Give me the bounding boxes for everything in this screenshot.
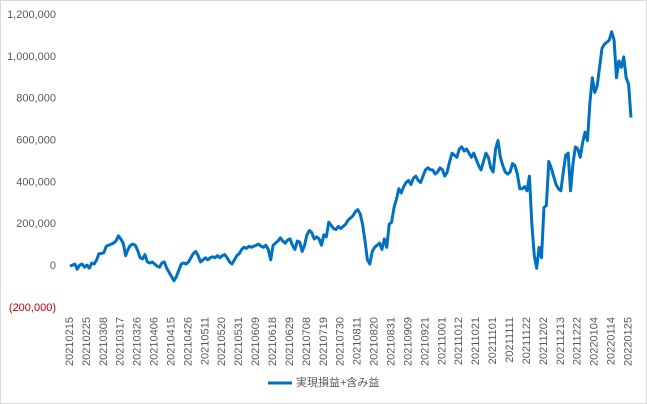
x-tick-label: 20220114 (606, 317, 618, 365)
x-tick-label: 20210225 (81, 317, 93, 366)
x-tick-label: 20211001 (436, 317, 448, 365)
x-tick-label: 20210426 (182, 317, 194, 366)
x-tick-label: 20210308 (98, 317, 110, 366)
x-tick-label: 20210415 (165, 317, 177, 366)
y-tick-label: 600,000 (16, 134, 56, 146)
x-tick-label: 20211122 (521, 317, 533, 364)
x-tick-label: 20210531 (233, 317, 245, 366)
y-tick-label: 200,000 (16, 218, 56, 230)
x-tick-label: 20210730 (335, 317, 347, 366)
x-tick-label: 20220125 (622, 317, 634, 366)
line-series (69, 30, 633, 283)
x-tick-label: 20211213 (555, 317, 567, 365)
x-tick-label: 20211222 (572, 317, 584, 365)
legend-label: 実現損益+含み益 (296, 375, 379, 389)
x-tick-label: 20210719 (318, 317, 330, 366)
x-tick-label: 20210820 (369, 317, 381, 366)
x-tick-label: 20220104 (589, 317, 601, 366)
x-tick-label: 20211101 (487, 317, 499, 364)
y-tick-label: 1,000,000 (7, 51, 56, 63)
x-tick-label: 20210317 (115, 317, 127, 366)
x-tick-label: 20210811 (352, 317, 364, 365)
x-tick-label: 20210831 (386, 317, 398, 366)
y-tick-label: 0 (50, 260, 56, 272)
x-tick-label: 20211012 (453, 317, 465, 365)
x-tick-label: 20210406 (149, 317, 161, 366)
x-tick-label: 20210609 (250, 317, 262, 366)
x-tick-label: 20210708 (301, 317, 313, 366)
x-tick-label: 20211021 (470, 317, 482, 365)
y-tick-label: 1,200,000 (7, 9, 56, 21)
y-tick-label: 800,000 (16, 93, 56, 105)
x-tick-label: 20210511 (199, 317, 211, 365)
x-tick-label: 20211202 (538, 317, 550, 365)
x-tick-label: 20210909 (402, 317, 414, 366)
x-tick-label: 20210618 (267, 317, 279, 366)
x-tick-label: 20210921 (419, 317, 431, 366)
y-tick-label: (200,000) (9, 302, 56, 314)
y-tick-label: 400,000 (16, 176, 56, 188)
x-tick-label: 20210629 (284, 317, 296, 366)
x-tick-label: 20210326 (132, 317, 144, 366)
x-tick-label: 20210215 (64, 317, 76, 366)
x-tick-label: 20211111 (504, 317, 516, 363)
x-tick-label: 20210520 (216, 317, 228, 366)
